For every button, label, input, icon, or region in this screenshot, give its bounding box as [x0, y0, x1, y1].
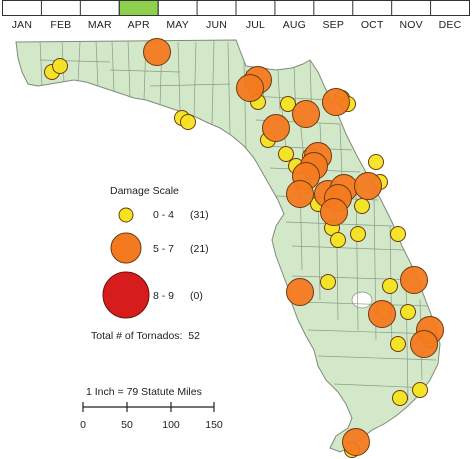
county-line	[109, 69, 181, 73]
county-line	[111, 41, 115, 93]
tornado-marker-small-25	[400, 304, 416, 320]
county-line	[149, 83, 231, 87]
tornado-marker-medium-45	[320, 198, 348, 226]
total-label: Total # of Tornados:	[91, 330, 183, 342]
tornado-marker-medium-47	[286, 278, 314, 306]
tornado-marker-small-1	[52, 58, 68, 74]
lake-okeechobee	[351, 291, 373, 309]
tornado-marker-small-23	[382, 278, 398, 294]
month-label-mar: MAR	[87, 19, 112, 31]
tornado-marker-small-19	[330, 232, 346, 248]
month-labels: JAN FEB MAR APR MAY JUN JUL AUG SEP OCT NOV DEC	[0, 19, 474, 33]
tornado-marker-medium-34	[292, 100, 320, 128]
county-line	[307, 329, 437, 335]
tornado-markers	[44, 38, 444, 458]
county-line	[39, 59, 111, 63]
tornado-marker-small-21	[390, 226, 406, 242]
scale-tick-100: 100	[162, 419, 180, 431]
county-line	[405, 279, 409, 401]
county-line	[193, 41, 197, 119]
total-tornados: Total # of Tornados: 52	[91, 330, 200, 342]
tornado-marker-medium-33	[236, 74, 264, 102]
county-line	[211, 40, 215, 127]
tornado-marker-small-22	[320, 274, 336, 290]
month-timeline-bar	[2, 0, 470, 16]
tornado-marker-medium-51	[342, 428, 370, 456]
legend-label-medium: 5 - 7	[153, 243, 175, 255]
tornado-marker-small-20	[350, 226, 366, 242]
state-outline	[15, 39, 441, 453]
legend-count-small: (31)	[190, 209, 209, 221]
tornado-marker-small-28	[412, 382, 428, 398]
county-line	[291, 275, 419, 281]
county-line	[339, 123, 343, 177]
county-line	[39, 40, 43, 87]
florida-landmass	[15, 39, 441, 453]
legend-swatch-medium	[110, 232, 142, 264]
total-value: 52	[188, 330, 200, 342]
month-label-jun: JUN	[206, 19, 228, 31]
county-line	[243, 59, 247, 151]
county-line	[77, 41, 81, 83]
legend-title: Damage Scale	[110, 185, 179, 197]
scale-tick-0: 0	[80, 419, 86, 431]
legend-count-medium: (21)	[190, 243, 209, 255]
county-line	[227, 41, 231, 135]
legend-swatch-small	[118, 207, 134, 223]
tornado-marker-small-17	[354, 198, 370, 214]
month-label-dec: DEC	[438, 19, 462, 31]
tornado-marker-small-6	[280, 96, 296, 112]
tornado-marker-medium-40	[286, 180, 314, 208]
month-label-nov: NOV	[399, 19, 423, 31]
county-line	[95, 40, 99, 89]
tornado-marker-medium-48	[368, 300, 396, 328]
county-line	[277, 69, 281, 111]
tornado-marker-medium-36	[262, 114, 290, 142]
tornado-marker-small-13	[368, 154, 384, 170]
month-label-jul: JUL	[245, 19, 266, 31]
month-label-sep: SEP	[322, 19, 345, 31]
tornado-marker-medium-50	[410, 330, 438, 358]
month-label-apr: APR	[127, 19, 150, 31]
legend-count-large: (0)	[190, 290, 203, 302]
county-line	[127, 40, 131, 97]
month-label-may: MAY	[166, 19, 189, 31]
scale-bar-title: 1 Inch = 79 Statute Miles	[86, 386, 202, 398]
county-line	[317, 355, 437, 361]
county-line	[177, 41, 181, 111]
legend-swatch-large	[102, 271, 150, 319]
month-label-aug: AUG	[282, 19, 307, 31]
scale-tick-50: 50	[121, 419, 133, 431]
legend-label-small: 0 - 4	[153, 209, 175, 221]
tornado-marker-small-26	[390, 336, 406, 352]
tornado-marker-medium-43	[354, 172, 382, 200]
tornado-marker-medium-46	[400, 266, 428, 294]
legend-label-large: 8 - 9	[153, 290, 175, 302]
month-label-oct: OCT	[360, 19, 384, 31]
month-label-feb: FEB	[50, 19, 72, 31]
tornado-marker-small-3	[180, 114, 196, 130]
scale-bar-graphic	[82, 402, 215, 412]
tornado-marker-small-29	[392, 390, 408, 406]
legend-markers	[102, 207, 150, 319]
tornado-marker-small-10	[278, 146, 294, 162]
month-label-jan: JAN	[11, 19, 33, 31]
tornado-marker-medium-35	[322, 88, 350, 116]
tornado-marker-medium-31	[143, 38, 171, 66]
county-line	[291, 245, 405, 251]
scale-tick-150: 150	[205, 419, 223, 431]
